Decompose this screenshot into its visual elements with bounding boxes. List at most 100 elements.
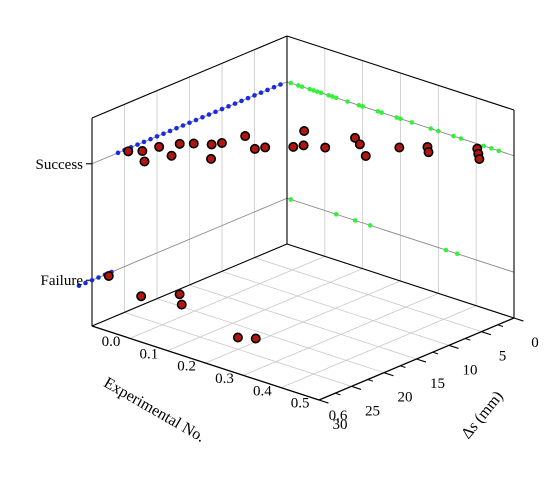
- wall-projection-dot: [278, 82, 283, 87]
- wall-projection-dot: [265, 87, 270, 93]
- chart-axes: [86, 35, 524, 404]
- x-minor-tick: [497, 324, 504, 328]
- x-tick-label: 15: [430, 376, 445, 392]
- right-wall-projection-dot: [367, 223, 373, 228]
- wall-projection-dot: [167, 128, 173, 134]
- data-point-sphere: [139, 156, 150, 167]
- data-point-sphere: [137, 146, 148, 157]
- x-minor-tick: [367, 379, 374, 382]
- x-tick-label: 0: [531, 335, 539, 351]
- wall-projection-dot: [174, 125, 179, 131]
- floor-grid-line: [129, 255, 325, 339]
- wall-projection-dot: [258, 90, 264, 95]
- wall-projection-dot: [89, 277, 95, 283]
- right-wall-projection-dot: [481, 143, 487, 149]
- right-wall-projection-dot: [296, 83, 301, 88]
- data-point-sphere: [206, 153, 217, 164]
- x-tick: [481, 331, 492, 336]
- x-tick-label: 5: [499, 349, 507, 365]
- right-wall-projection-dot: [458, 136, 464, 141]
- right-wall-projection-dot: [436, 128, 441, 134]
- x-tick-label: 25: [365, 403, 380, 419]
- data-point-sphere: [103, 271, 114, 282]
- data-point-sphere: [299, 126, 310, 137]
- wall-projection-dot: [115, 150, 121, 156]
- x-tick: [448, 344, 459, 349]
- guide-lines: [91, 81, 515, 281]
- wall-projection-dot: [76, 283, 82, 289]
- wall-projection-dot: [161, 131, 166, 136]
- wall-projection-dot: [180, 123, 186, 128]
- x-tick-label: 30: [333, 417, 348, 433]
- y-tick-label: 0.5: [291, 396, 310, 412]
- data-point-sphere: [240, 131, 251, 142]
- x-tick: [383, 372, 394, 377]
- wall-projection-dot: [187, 120, 192, 126]
- right-wall-projection-dot: [330, 94, 335, 99]
- data-point-sphere: [154, 141, 165, 152]
- data-point-sphere: [354, 139, 365, 150]
- wall-projection-dot: [213, 109, 218, 115]
- data-point-sphere: [206, 139, 217, 150]
- x-minor-tick: [335, 392, 341, 396]
- wall-projection-dot: [200, 114, 205, 120]
- x-tick: [318, 399, 329, 404]
- y-tick-label: 0.4: [253, 383, 272, 399]
- right-wall-projection-dot: [394, 115, 400, 120]
- y-tick-label: 0.3: [215, 371, 234, 387]
- wall-projection-dot: [226, 104, 231, 109]
- wall-projection-dot: [219, 106, 225, 112]
- wall-projection-dot: [252, 93, 257, 98]
- wall-projection-dot: [135, 142, 140, 147]
- y-tick-label: 0.6: [329, 408, 348, 424]
- right-wall-projection-dot: [345, 99, 350, 104]
- data-point-sphere: [260, 142, 271, 153]
- data-point-sphere: [298, 140, 309, 151]
- right-wall-projection-dot: [314, 89, 320, 94]
- right-wall-projection-dot: [451, 133, 456, 139]
- data-point-sphere: [250, 333, 261, 344]
- right-wall-projection-dot: [352, 218, 358, 223]
- wall-projection-dot: [271, 84, 277, 90]
- y-tick-label: 0.1: [139, 346, 158, 362]
- data-point-sphere: [174, 138, 185, 149]
- wall-projection-dot: [245, 95, 251, 101]
- wall-projection-dot: [141, 139, 147, 145]
- right-wall-projection-dot: [375, 109, 381, 114]
- x-tick: [351, 385, 362, 390]
- y-tick-label: 0.0: [102, 334, 121, 350]
- y-tick-label: 0.2: [177, 359, 196, 375]
- z-tick-label: Success: [36, 157, 84, 173]
- x-tick: [513, 317, 524, 322]
- top-left-edge: [91, 35, 288, 119]
- data-point-sphere: [174, 289, 185, 300]
- right-wall-projection-dot: [318, 90, 324, 96]
- category-guide-line: [91, 197, 288, 281]
- data-point-sphere: [232, 332, 243, 343]
- floor-grid-line: [281, 305, 477, 389]
- y-axis-title: Δs (mm): [458, 388, 507, 442]
- wall-projection-dot: [96, 275, 101, 280]
- right-wall-projection-dot: [326, 93, 331, 98]
- x-minor-tick: [400, 365, 406, 369]
- x-tick-label: 10: [463, 362, 478, 378]
- floor-grid-line: [243, 292, 439, 376]
- right-wall-projection-dot: [311, 88, 316, 93]
- floor-back-left-edge: [91, 243, 288, 327]
- right-wall-projection-dot: [288, 197, 294, 202]
- right-wall-projection-dot: [428, 126, 434, 131]
- data-point-sphere: [176, 299, 187, 310]
- data-points: [103, 126, 485, 344]
- right-wall-projection-dot: [299, 84, 305, 89]
- right-wall-projection-dot: [333, 211, 339, 217]
- wall-projection-dot: [232, 101, 238, 106]
- data-point-sphere: [249, 143, 260, 154]
- data-point-sphere: [288, 141, 299, 152]
- wall-projection-dot: [206, 112, 212, 117]
- data-point-sphere: [166, 150, 177, 161]
- top-right-edge: [286, 35, 515, 111]
- data-point-sphere: [216, 138, 227, 149]
- category-guide-line: [286, 197, 515, 273]
- data-point-sphere: [474, 154, 485, 165]
